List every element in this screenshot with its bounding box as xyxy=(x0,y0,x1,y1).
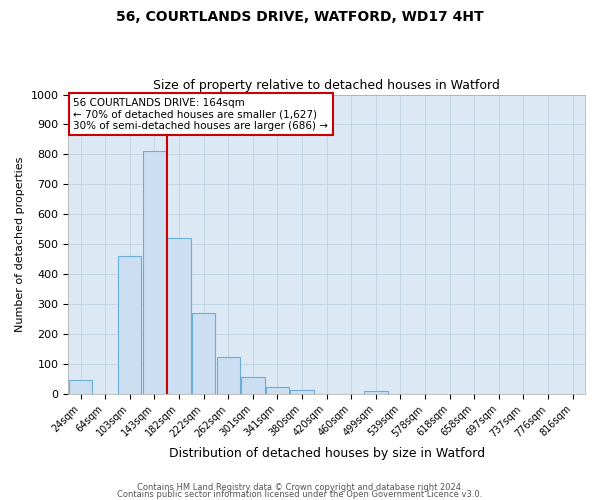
X-axis label: Distribution of detached houses by size in Watford: Distribution of detached houses by size … xyxy=(169,447,485,460)
Bar xyxy=(217,356,240,394)
Text: 56 COURTLANDS DRIVE: 164sqm
← 70% of detached houses are smaller (1,627)
30% of : 56 COURTLANDS DRIVE: 164sqm ← 70% of det… xyxy=(73,98,328,130)
Bar xyxy=(364,391,388,394)
Y-axis label: Number of detached properties: Number of detached properties xyxy=(15,156,25,332)
Text: 56, COURTLANDS DRIVE, WATFORD, WD17 4HT: 56, COURTLANDS DRIVE, WATFORD, WD17 4HT xyxy=(116,10,484,24)
Bar xyxy=(266,388,289,394)
Bar xyxy=(118,256,142,394)
Bar xyxy=(167,238,191,394)
Title: Size of property relative to detached houses in Watford: Size of property relative to detached ho… xyxy=(153,79,500,92)
Bar xyxy=(192,313,215,394)
Bar xyxy=(290,390,314,394)
Bar xyxy=(143,152,166,394)
Bar xyxy=(69,380,92,394)
Text: Contains HM Land Registry data © Crown copyright and database right 2024.: Contains HM Land Registry data © Crown c… xyxy=(137,484,463,492)
Text: Contains public sector information licensed under the Open Government Licence v3: Contains public sector information licen… xyxy=(118,490,482,499)
Bar xyxy=(241,377,265,394)
